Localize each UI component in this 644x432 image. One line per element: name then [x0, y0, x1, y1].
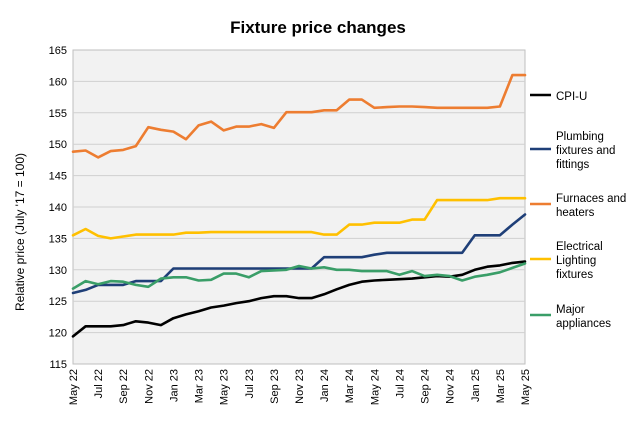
legend-label: Lighting — [556, 255, 596, 267]
x-tick-label: Mar 24 — [344, 369, 356, 403]
y-tick-label: 165 — [49, 45, 67, 57]
x-tick-label: Jan 24 — [319, 369, 331, 402]
x-tick-label: Jul 24 — [394, 369, 406, 398]
x-tick-label: Jan 25 — [470, 369, 482, 402]
y-tick-label: 115 — [49, 359, 67, 371]
series-line-2 — [71, 73, 527, 159]
x-tick-label: Jul 22 — [93, 369, 105, 398]
y-tick-label: 140 — [49, 202, 67, 214]
x-tick-label: Nov 22 — [143, 369, 155, 404]
chart-title: Fixture price changes — [230, 18, 406, 37]
x-tick-label: Sep 24 — [420, 369, 432, 404]
y-tick-label: 120 — [49, 328, 67, 340]
x-tick-label: Mar 23 — [194, 369, 206, 403]
series-line-4 — [71, 262, 527, 290]
x-tick-label: May 23 — [219, 369, 231, 405]
y-tick-label: 125 — [49, 296, 67, 308]
x-tick-label: Sep 22 — [118, 369, 130, 404]
series-line-3 — [71, 196, 527, 240]
plot-area: 115 120 125 130 135 140 145 150 155 160 165 May 22 J… — [49, 45, 532, 405]
legend-label: fixtures and — [556, 145, 615, 157]
legend-label: Major — [556, 304, 585, 316]
legend-label: heaters — [556, 207, 595, 219]
legend: CPI-U Plumbing fixtures and fittings Furnace… — [530, 91, 626, 330]
legend-label: Furnaces and — [556, 193, 626, 205]
x-tick-label: Nov 23 — [294, 369, 306, 404]
x-tick-label: May 24 — [369, 369, 381, 405]
x-tick-label: Mar 25 — [495, 369, 507, 403]
y-tick-label: 130 — [49, 265, 67, 277]
x-tick-label: Jan 23 — [168, 369, 180, 402]
x-tick-label: May 22 — [68, 369, 80, 405]
x-tick-label: Sep 23 — [269, 369, 281, 404]
y-tick-label: 150 — [49, 139, 67, 151]
legend-label: fittings — [556, 159, 589, 171]
legend-label: Plumbing — [556, 131, 604, 143]
legend-label: Electrical — [556, 241, 603, 253]
legend-label: fixtures — [556, 269, 593, 281]
y-tick-label: 145 — [49, 171, 67, 183]
y-tick-label: 135 — [49, 233, 67, 245]
x-tick-label: Nov 24 — [445, 369, 457, 404]
legend-label: appliances — [556, 318, 611, 330]
y-tick-label: 155 — [49, 108, 67, 120]
legend-label: CPI-U — [556, 91, 587, 103]
x-tick-label: Jul 23 — [244, 369, 256, 398]
y-tick-label: 160 — [49, 76, 67, 88]
y-axis-label: Relative price (July '17 = 100) — [13, 153, 27, 311]
series-line-1 — [71, 213, 527, 295]
x-tick-label: May 25 — [520, 369, 532, 405]
